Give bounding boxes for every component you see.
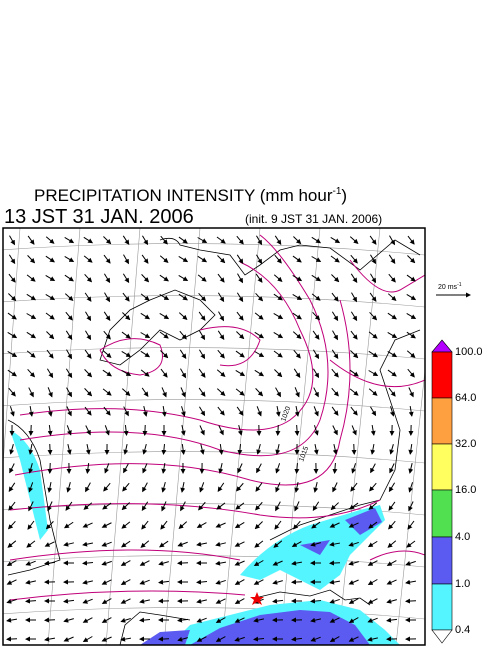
- wind-scale: 20 ms-1: [436, 282, 470, 295]
- init-time: (init. 9 JST 31 JAN. 2006): [245, 212, 382, 226]
- colorbar-label: 4.0: [455, 531, 470, 543]
- wind-arrow: [7, 639, 17, 640]
- wind-arrow: [45, 620, 55, 621]
- title: PRECIPITATION INTENSITY (mm hour-1): [34, 186, 347, 205]
- colorbar-label: 16.0: [455, 484, 476, 496]
- wind-arrow: [159, 639, 169, 640]
- valid-time: 13 JST 31 JAN. 2006: [4, 206, 194, 228]
- wind-arrow: [330, 563, 340, 564]
- colorbar-label: 64.0: [455, 392, 476, 404]
- wind-arrow: [292, 582, 302, 583]
- colorbar-label: 100.0: [455, 346, 483, 358]
- wind-arrow: [178, 563, 188, 564]
- colorbar: [432, 340, 452, 643]
- wind-arrow: [406, 601, 416, 602]
- wind-scale-label: 20 ms-1: [438, 282, 462, 291]
- wind-arrow: [278, 425, 279, 435]
- wind-arrow: [50, 444, 51, 454]
- colorbar-label: 1.0: [455, 578, 470, 590]
- colorbar-label: 32.0: [455, 438, 476, 450]
- colorbar-label: 0.4: [455, 624, 470, 636]
